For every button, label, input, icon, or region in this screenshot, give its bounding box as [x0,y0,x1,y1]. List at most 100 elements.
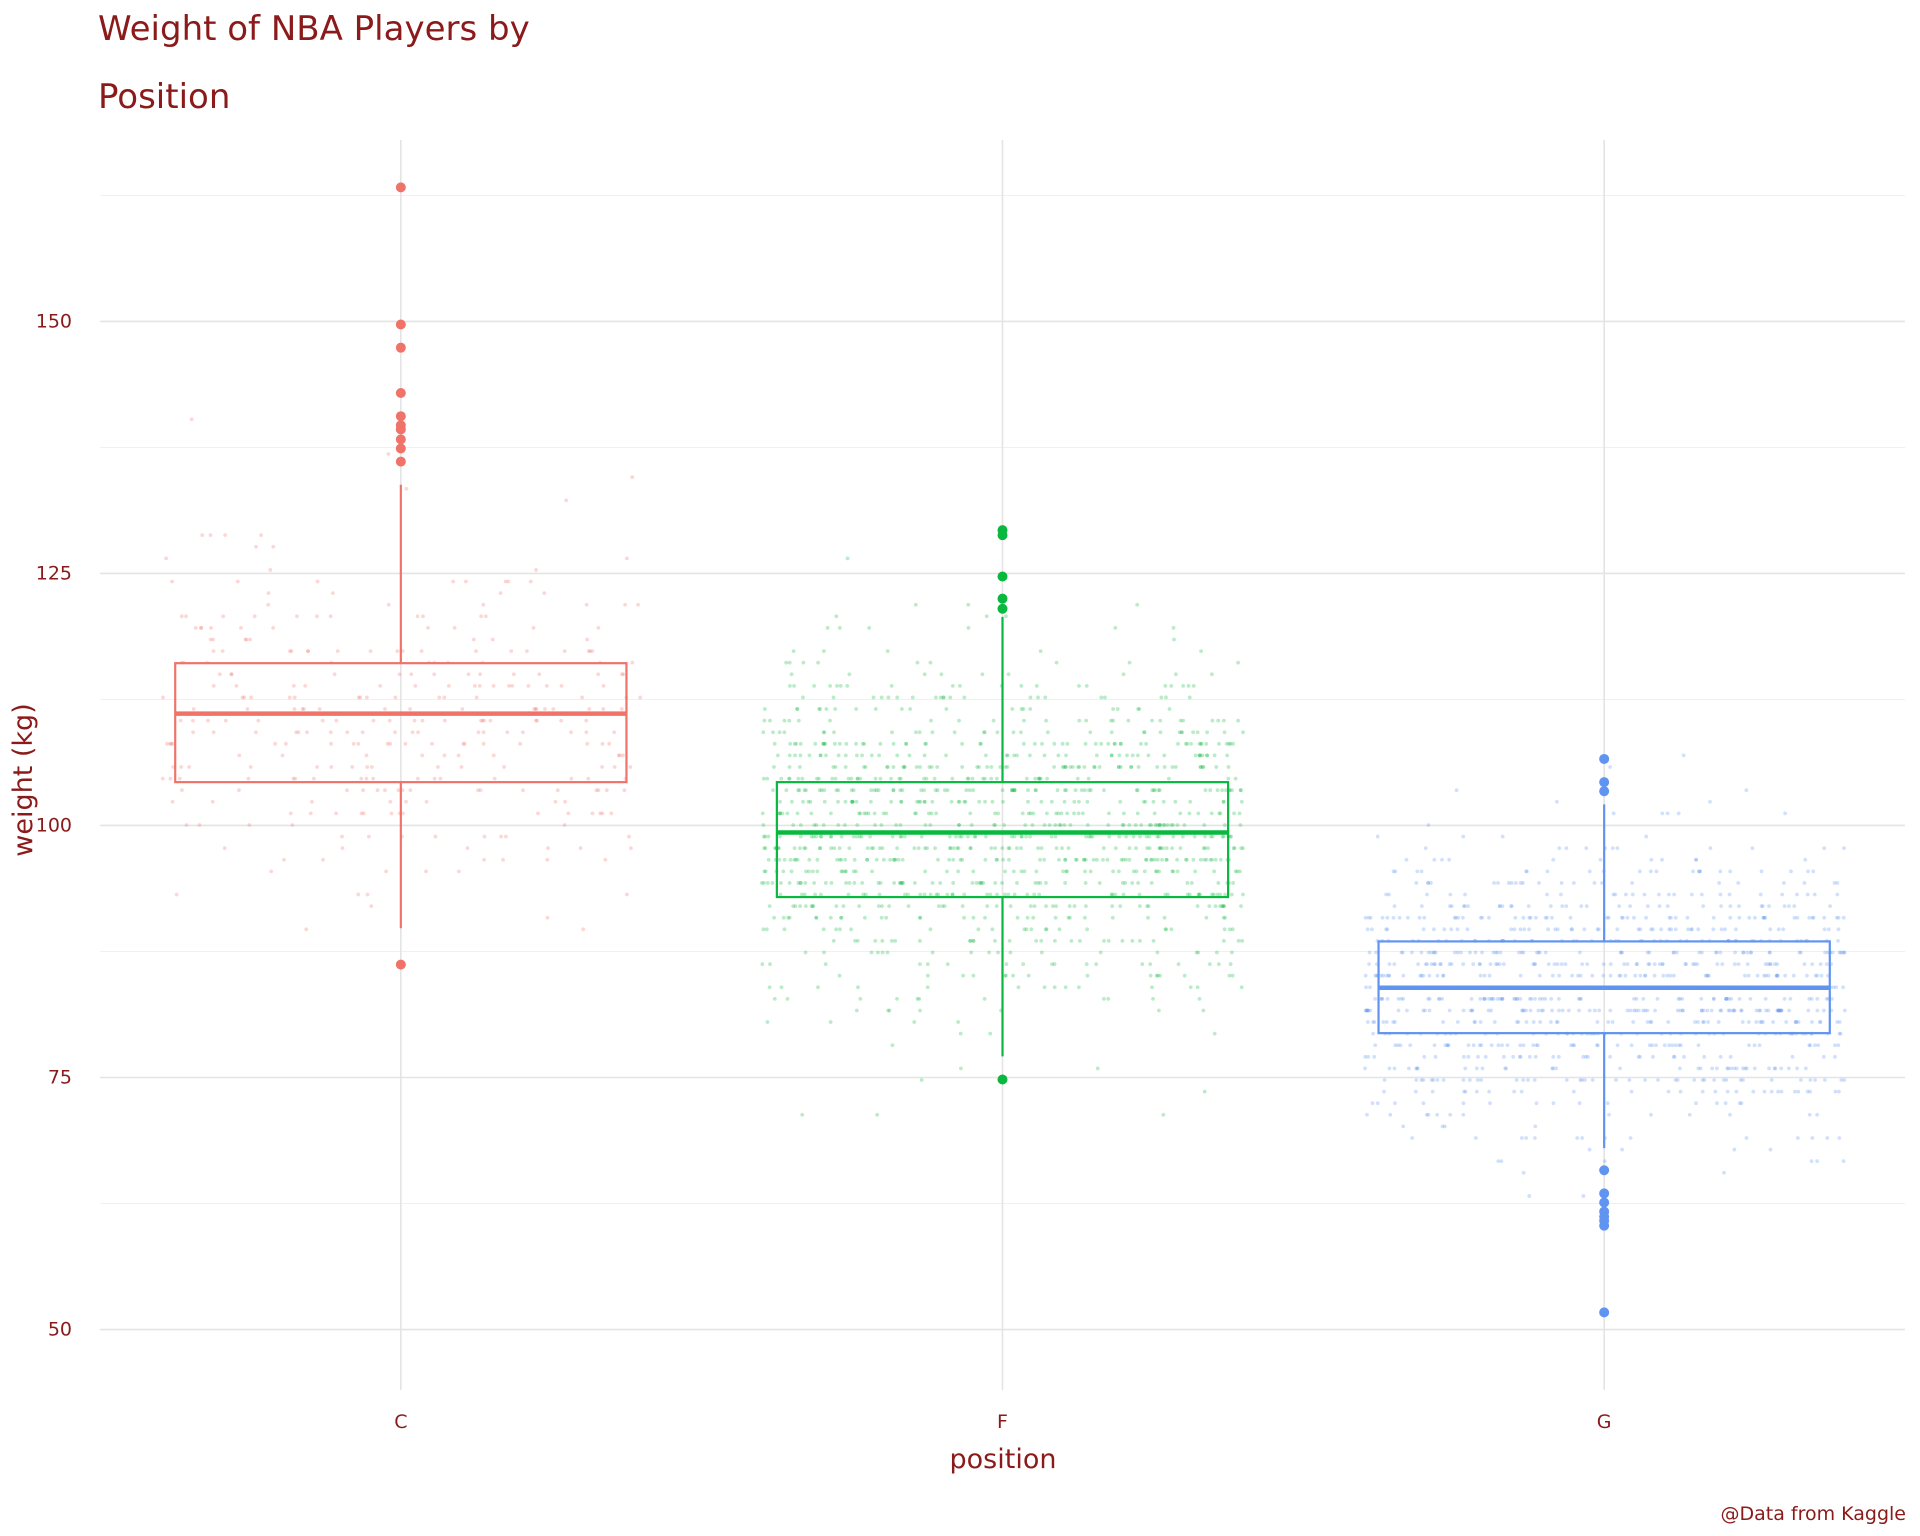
jitter-point [1733,927,1738,932]
jitter-point [779,985,784,990]
jitter-point [1466,1054,1471,1059]
jitter-point [1036,776,1041,781]
jitter-point [1465,927,1470,932]
jitter-point [1080,811,1085,816]
jitter-point [1182,973,1187,978]
jitter-point [1564,1078,1569,1082]
jitter-point [1803,1066,1808,1071]
jitter-point [1379,973,1383,978]
jitter-point [777,811,782,816]
jitter-point [1387,892,1391,897]
jitter-point [1368,1008,1373,1013]
jitter-point [223,533,228,538]
jitter-point [1584,904,1589,909]
jitter-point [895,753,900,758]
jitter-point [1051,904,1055,909]
jitter-point [832,730,836,735]
jitter-point [1822,1078,1827,1082]
jitter-point [1117,834,1122,839]
jitter-point [1385,927,1390,932]
jitter-point [977,765,981,769]
jitter-point [1665,973,1670,978]
jitter-point [1623,973,1628,978]
jitter-point [1238,788,1243,793]
jitter-point [1023,823,1028,827]
jitter-point [1085,927,1090,932]
jitter-point [1571,1089,1576,1094]
jitter-point [1775,962,1780,966]
jitter-point [1201,1008,1206,1013]
jitter-point [784,788,789,793]
jitter-point [1064,753,1068,758]
jitter-point [1524,1008,1528,1013]
jitter-point [1493,950,1498,955]
outlier-point [1599,1188,1610,1199]
jitter-point [794,741,799,746]
jitter-point [1463,1066,1468,1071]
jitter-point [1178,846,1183,851]
jitter-point [638,695,643,700]
jitter-point [789,869,794,874]
jitter-point [1373,996,1378,1001]
jitter-point [878,776,883,781]
jitter-point [1207,904,1212,909]
jitter-point [1062,823,1067,827]
jitter-point [1641,996,1646,1001]
jitter-point [1442,1124,1447,1129]
jitter-point [823,962,828,966]
jitter-point [985,892,989,897]
jitter-point [197,823,202,827]
jitter-point [1391,869,1396,874]
jitter-point [1151,939,1156,943]
jitter-point [982,730,986,735]
jitter-point [1393,869,1398,874]
jitter-point [616,753,621,758]
jitter-point [210,799,215,804]
jitter-point [482,718,487,723]
jitter-point [1758,1008,1763,1013]
jitter-point [1660,811,1665,816]
jitter-point [1697,950,1702,955]
jitter-point [860,741,865,746]
jitter-point [836,753,841,758]
jitter-point [1629,1089,1634,1094]
jitter-point [901,765,906,769]
jitter-point [1692,1078,1697,1082]
jitter-point [1056,753,1061,758]
jitter-point [878,881,883,885]
jitter-point [803,881,808,885]
jitter-point [818,846,823,851]
jitter-point [1478,996,1483,1001]
jitter-point [1500,834,1505,839]
jitter-point [1188,799,1193,804]
jitter-point [1759,1020,1764,1024]
jitter-point [537,672,542,677]
jitter-point [770,881,775,885]
jitter-point [1002,892,1007,897]
jitter-point [1375,834,1380,839]
jitter-point [1836,939,1840,943]
jitter-point [996,811,1000,816]
jitter-point [791,649,796,653]
jitter-point [564,498,569,503]
jitter-point [1841,985,1845,990]
jitter-point [771,788,775,793]
outlier-point [997,571,1008,582]
jitter-point [1188,985,1193,990]
jitter-point [432,672,437,677]
jitter-point [1366,1054,1371,1059]
jitter-point [1167,707,1172,711]
jitter-point [330,591,335,596]
jitter-point [1550,915,1554,920]
jitter-point [929,718,933,723]
jitter-point [873,707,878,711]
jitter-point [864,811,869,816]
jitter-point [1427,973,1432,978]
jitter-point [1216,718,1221,723]
jitter-point [315,579,320,584]
jitter-point [1617,973,1622,978]
jitter-point [933,788,938,793]
jitter-point [520,730,525,735]
jitter-point [832,846,837,851]
jitter-point [1555,927,1560,932]
